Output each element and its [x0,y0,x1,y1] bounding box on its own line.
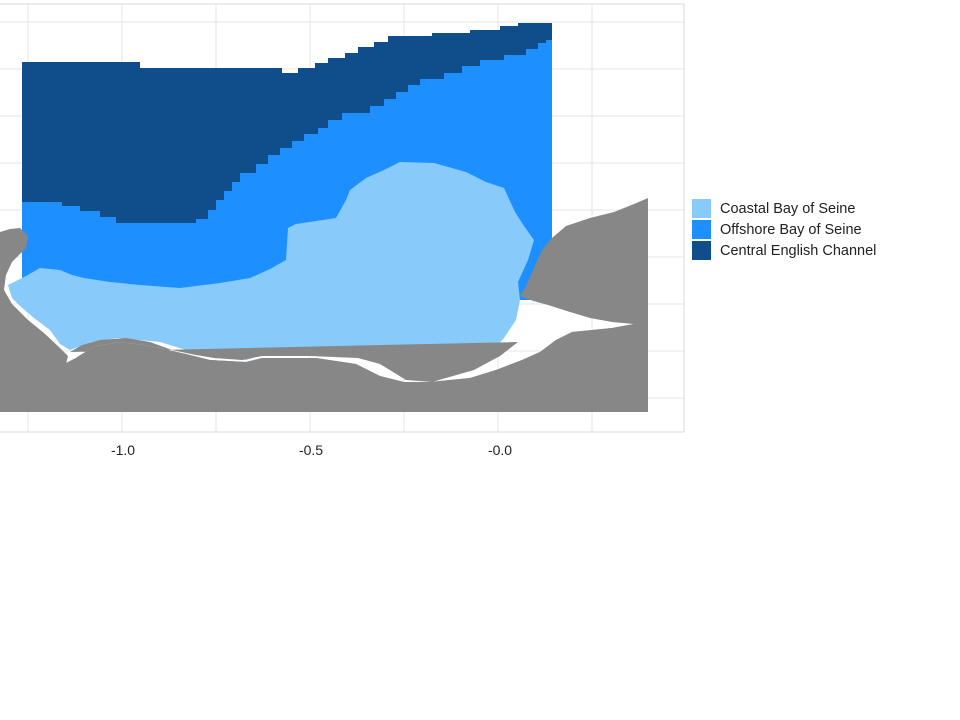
legend-label-coastal: Coastal Bay of Seine [720,200,856,217]
legend-item-central: Central English Channel [692,240,876,261]
land-mass-pays-de-caux [520,198,648,324]
legend-item-coastal: Coastal Bay of Seine [692,198,876,219]
legend-key-central [692,241,711,260]
legend-item-offshore: Offshore Bay of Seine [692,219,876,240]
x-tick-label: -1.0 [111,442,135,458]
land-mass-cotentin [0,228,68,398]
legend-key-coastal [692,199,711,218]
land-mass-coastline [0,320,648,412]
legend-label-central: Central English Channel [720,242,877,259]
legend-label-offshore: Offshore Bay of Seine [720,221,862,238]
legend-key-offshore [692,220,711,239]
x-tick-label: -0.0 [488,442,512,458]
zone-gaps [372,184,378,190]
x-tick-label: -0.5 [299,442,323,458]
legend: Coastal Bay of Seine Offshore Bay of Sei… [692,198,876,261]
panel-border [0,3,685,433]
zone-coastal-bay-of-seine [8,162,534,376]
